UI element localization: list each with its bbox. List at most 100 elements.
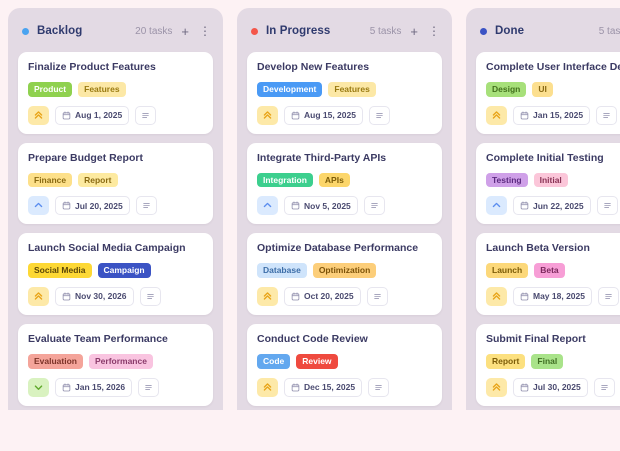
- priority-double-chevron-up-icon[interactable]: [486, 105, 507, 125]
- task-card[interactable]: Optimize Database Performance Database Opt…: [247, 233, 442, 315]
- task-card-tags: Code Review: [257, 354, 432, 369]
- task-card-tags: Evaluation Performance: [28, 354, 203, 369]
- task-tag: Campaign: [97, 263, 151, 278]
- due-date-label: Jan 15, 2025: [533, 110, 584, 121]
- task-card[interactable]: Prepare Budget Report Finance Report Jul 20…: [18, 142, 213, 225]
- column-task-count: 20 tasks: [135, 25, 173, 37]
- task-tag: Beta: [534, 263, 565, 278]
- due-date-label: Jul 30, 2025: [533, 382, 581, 392]
- task-card[interactable]: Launch Social Media Campaign Social Media…: [18, 233, 213, 315]
- description-lines-icon[interactable]: [139, 286, 161, 306]
- due-date-label: May 18, 2025: [533, 291, 585, 302]
- task-tag: Development: [257, 82, 323, 97]
- priority-chevron-up-icon[interactable]: [257, 196, 278, 216]
- task-card[interactable]: Finalize Product Features Product Features…: [18, 52, 213, 134]
- task-card[interactable]: Integrate Third-Party APIs Integration API…: [247, 142, 442, 225]
- due-date-chip[interactable]: Jul 20, 2025: [55, 196, 130, 216]
- task-card-meta: Dec 15, 2025: [257, 377, 432, 397]
- priority-double-chevron-up-icon[interactable]: [28, 286, 49, 306]
- priority-chevron-up-icon[interactable]: [28, 196, 49, 216]
- task-tag: Integration: [257, 172, 313, 188]
- task-card-title: Prepare Budget Report: [28, 151, 143, 164]
- task-card-title: Submit Final Report: [486, 332, 586, 345]
- priority-double-chevron-up-icon[interactable]: [486, 377, 507, 397]
- board-columns-scroll-area[interactable]: Backlog 20 tasks + ⋮ Finalize Product Featur…: [0, 0, 620, 410]
- priority-double-chevron-up-icon[interactable]: [28, 105, 49, 125]
- task-tag: UI: [532, 82, 553, 97]
- task-card-title: Launch Social Media Campaign: [28, 242, 186, 255]
- due-date-label: Dec 15, 2025: [304, 382, 356, 392]
- due-date-chip[interactable]: Jul 30, 2025: [513, 377, 588, 397]
- task-tag: Performance: [88, 354, 153, 369]
- task-card[interactable]: Complete Initial Testing Testing Initial Ju…: [476, 142, 620, 225]
- task-card[interactable]: Evaluate Team Performance Evaluation Perfo…: [18, 323, 213, 406]
- description-lines-icon[interactable]: [368, 377, 390, 397]
- due-date-chip[interactable]: Aug 15, 2025: [284, 105, 363, 125]
- task-card-meta: Nov 30, 2026: [28, 286, 203, 306]
- due-date-chip[interactable]: Nov 5, 2025: [284, 196, 358, 216]
- task-card-meta: Jul 20, 2025: [28, 196, 203, 216]
- due-date-chip[interactable]: Jan 15, 2026: [55, 377, 133, 397]
- priority-chevron-down-icon[interactable]: [28, 377, 49, 397]
- task-tag: Review: [296, 354, 338, 369]
- due-date-label: Aug 1, 2025: [75, 110, 123, 121]
- task-card-tags: Integration APIs: [257, 172, 432, 188]
- column-header: In Progress 5 tasks + ⋮: [251, 20, 440, 42]
- column-kebab-menu-icon[interactable]: ⋮: [199, 24, 211, 38]
- description-lines-icon[interactable]: [135, 105, 157, 125]
- description-lines-icon[interactable]: [593, 377, 615, 397]
- task-tag: Evaluation: [28, 354, 83, 369]
- task-card[interactable]: Complete User Interface Design Design UI Ja…: [476, 52, 620, 134]
- task-card-tags: Database Optimization: [257, 263, 432, 278]
- board-column: In Progress 5 tasks + ⋮ Develop New Features…: [237, 8, 452, 410]
- task-tag: APIs: [318, 172, 350, 188]
- task-tag: Product: [28, 82, 73, 97]
- task-card-tags: Social Media Campaign: [28, 263, 203, 278]
- due-date-chip[interactable]: Aug 1, 2025: [55, 105, 130, 125]
- column-status-dot-icon: [480, 27, 487, 35]
- description-lines-icon[interactable]: [363, 196, 385, 216]
- task-card-title: Complete User Interface Design: [486, 61, 620, 73]
- description-lines-icon[interactable]: [135, 196, 157, 216]
- task-card[interactable]: Launch Beta Version Launch Beta May 18, 202…: [476, 233, 620, 315]
- task-card-tags: Development Features: [257, 82, 432, 97]
- due-date-chip[interactable]: Oct 20, 2025: [284, 286, 361, 306]
- due-date-label: Jul 20, 2025: [75, 200, 123, 211]
- task-card[interactable]: Submit Final Report Report Final Jul 30, 20…: [476, 323, 620, 406]
- priority-chevron-up-icon[interactable]: [486, 196, 507, 216]
- due-date-chip[interactable]: May 18, 2025: [513, 286, 592, 306]
- task-card[interactable]: Develop New Features Development Features A…: [247, 52, 442, 134]
- column-header: Backlog 20 tasks + ⋮: [22, 20, 211, 42]
- column-add-card-plus-icon[interactable]: +: [410, 23, 418, 39]
- task-card-tags: Design UI: [486, 82, 620, 97]
- task-tag: Report: [78, 172, 118, 188]
- description-lines-icon[interactable]: [596, 196, 618, 216]
- column-kebab-menu-icon[interactable]: ⋮: [428, 24, 440, 38]
- task-card-title: Finalize Product Features: [28, 61, 156, 73]
- column-task-count: 5 tasks: [598, 25, 620, 37]
- priority-double-chevron-up-icon[interactable]: [486, 286, 507, 306]
- task-tag: Features: [78, 82, 126, 97]
- priority-double-chevron-up-icon[interactable]: [257, 377, 278, 397]
- description-lines-icon[interactable]: [596, 105, 618, 125]
- task-card-title: Integrate Third-Party APIs: [257, 151, 387, 164]
- priority-double-chevron-up-icon[interactable]: [257, 286, 278, 306]
- task-tag: Design: [486, 82, 527, 97]
- column-add-card-plus-icon[interactable]: +: [181, 23, 189, 39]
- priority-double-chevron-up-icon[interactable]: [257, 105, 278, 125]
- task-card-meta: May 18, 2025: [486, 286, 620, 306]
- due-date-chip[interactable]: Nov 30, 2026: [55, 286, 134, 306]
- due-date-label: Nov 30, 2026: [75, 291, 127, 302]
- task-tag: Code: [257, 354, 291, 369]
- description-lines-icon[interactable]: [138, 377, 160, 397]
- task-card[interactable]: Conduct Code Review Code Review Dec 15, 202…: [247, 323, 442, 406]
- description-lines-icon[interactable]: [368, 105, 390, 125]
- due-date-chip[interactable]: Jan 15, 2025: [513, 105, 591, 125]
- description-lines-icon[interactable]: [366, 286, 388, 306]
- task-card-meta: Nov 5, 2025: [257, 196, 432, 216]
- description-lines-icon[interactable]: [597, 286, 619, 306]
- due-date-chip[interactable]: Jun 22, 2025: [513, 196, 591, 216]
- due-date-chip[interactable]: Dec 15, 2025: [284, 377, 363, 397]
